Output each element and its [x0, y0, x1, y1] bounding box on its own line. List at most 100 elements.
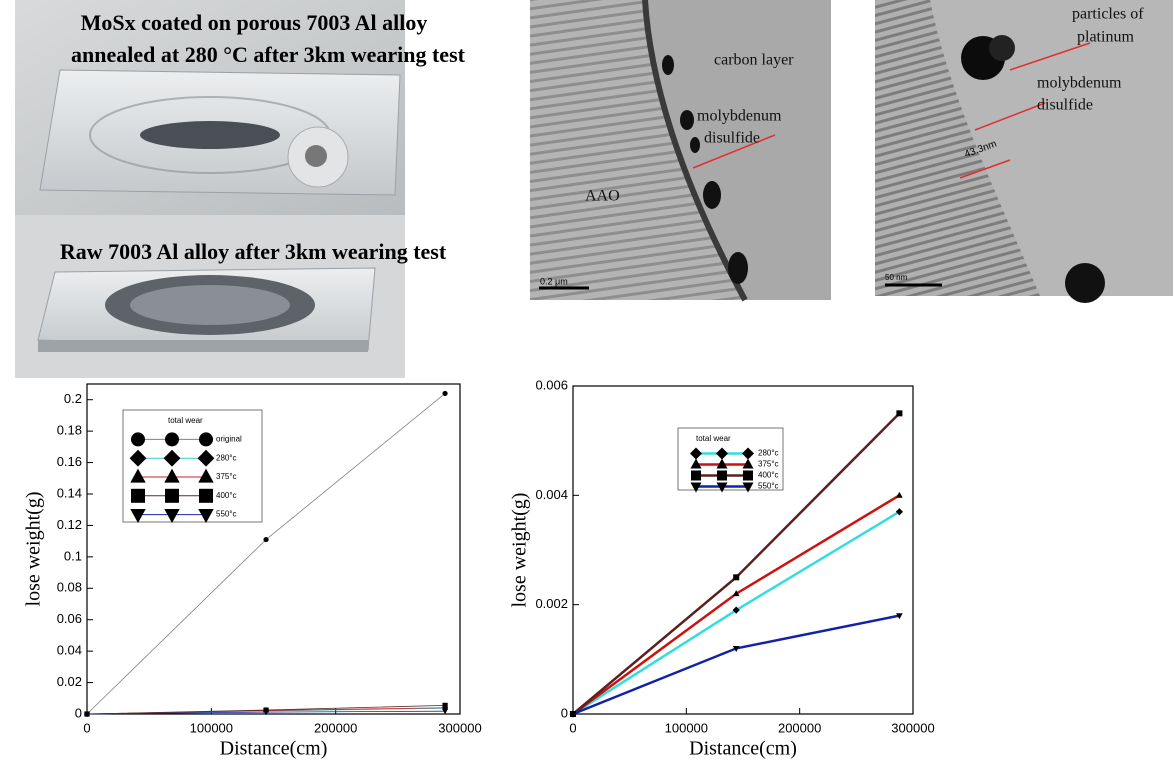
legend-label: 550°c — [216, 510, 237, 519]
y-axis-label: lose weight(g) — [509, 493, 531, 608]
tem-label: disulfide — [1037, 97, 1093, 114]
scale-bar-label: 50 nm — [885, 273, 908, 282]
marker — [896, 410, 903, 417]
plot-frame — [86, 383, 461, 715]
legend-label: 280°c — [758, 449, 779, 458]
marker — [130, 468, 146, 483]
marker — [263, 710, 269, 716]
tem-label: AAO — [585, 188, 620, 205]
marker — [131, 488, 145, 503]
marker — [895, 508, 903, 516]
y-tick-label: 0.06 — [57, 611, 82, 626]
legend-label: 375°c — [216, 472, 237, 481]
marker — [742, 482, 754, 493]
marker — [84, 711, 90, 718]
legend-label: 375°c — [758, 460, 779, 469]
y-tick-label: 0 — [75, 705, 82, 720]
legend-title: total wear — [168, 416, 203, 425]
y-tick-label: 0.16 — [57, 454, 82, 469]
marker — [129, 449, 147, 467]
y-tick-label: 0.02 — [57, 674, 82, 689]
photo-coated — [15, 0, 405, 215]
x-tick-label: 100000 — [665, 720, 708, 735]
y-tick-label: 0.12 — [57, 517, 82, 532]
photo-caption: MoSx coated on porous 7003 Al alloy — [81, 10, 428, 35]
x-tick-label: 0 — [83, 720, 90, 735]
tem-label: molybdenum — [697, 108, 782, 125]
marker — [732, 590, 740, 597]
marker — [197, 449, 215, 467]
legend-box — [122, 409, 263, 523]
photo-caption: annealed at 280 °C after 3km wearing tes… — [71, 42, 466, 67]
legend-label: 400°c — [216, 491, 237, 500]
marker — [442, 390, 448, 397]
marker — [569, 711, 577, 718]
marker — [263, 536, 269, 543]
marker — [733, 574, 740, 581]
marker — [165, 432, 179, 447]
y-tick-label: 0.08 — [57, 580, 82, 595]
marker — [690, 482, 702, 493]
marker — [743, 470, 753, 481]
x-axis-label: Distance(cm) — [220, 738, 328, 760]
y-tick-label: 0.004 — [535, 487, 568, 502]
tem-label: platinum — [1077, 29, 1134, 46]
marker — [716, 458, 728, 469]
series-line — [572, 614, 900, 716]
marker — [690, 458, 702, 469]
tem-label: molybdenum — [1037, 75, 1122, 92]
legend-label: 400°c — [758, 471, 779, 480]
tem-label: particles of — [1072, 6, 1144, 23]
x-tick-label: 300000 — [438, 720, 481, 735]
scale-bar-label: 0.2 μm — [540, 276, 568, 286]
tem-label: carbon layer — [714, 52, 794, 69]
photo-caption: Raw 7003 Al alloy after 3km wearing test — [60, 239, 447, 264]
marker — [442, 709, 448, 715]
marker — [442, 702, 448, 708]
marker — [691, 470, 701, 481]
plot-frame — [572, 385, 914, 715]
photo-raw — [15, 215, 405, 378]
series-line — [572, 494, 901, 716]
marker — [165, 488, 179, 503]
marker — [199, 432, 213, 447]
x-tick-label: 100000 — [190, 720, 233, 735]
tem-image — [530, 0, 831, 302]
legend-title: total wear — [696, 434, 731, 443]
y-tick-label: 0.14 — [57, 485, 82, 500]
x-axis-label: Distance(cm) — [689, 738, 797, 760]
marker — [163, 449, 181, 467]
y-tick-label: 0.04 — [57, 643, 82, 658]
tem-label: disulfide — [704, 130, 760, 147]
y-tick-label: 0.006 — [535, 377, 568, 392]
marker — [732, 646, 740, 652]
y-axis-label: lose weight(g) — [23, 492, 45, 607]
legend-label: 550°c — [758, 482, 779, 491]
marker — [164, 468, 180, 483]
marker — [896, 491, 903, 498]
marker — [742, 447, 754, 460]
legend-label: original — [216, 435, 242, 444]
tem-image — [875, 0, 1173, 303]
marker — [716, 482, 728, 493]
y-tick-label: 0 — [561, 705, 568, 720]
marker — [690, 447, 702, 460]
x-tick-label: 0 — [569, 720, 576, 735]
y-tick-label: 0.002 — [535, 596, 568, 611]
x-tick-label: 200000 — [778, 720, 821, 735]
marker — [131, 432, 145, 447]
marker — [717, 470, 727, 481]
marker — [130, 509, 146, 523]
marker — [198, 509, 214, 523]
marker — [742, 458, 754, 469]
marker — [716, 447, 728, 460]
marker — [164, 509, 180, 523]
x-tick-label: 300000 — [891, 720, 934, 735]
legend-label: 280°c — [216, 453, 237, 462]
marker — [732, 606, 740, 614]
marker — [199, 488, 213, 503]
marker — [896, 613, 903, 620]
y-tick-label: 0.2 — [64, 391, 82, 406]
marker — [198, 468, 214, 483]
